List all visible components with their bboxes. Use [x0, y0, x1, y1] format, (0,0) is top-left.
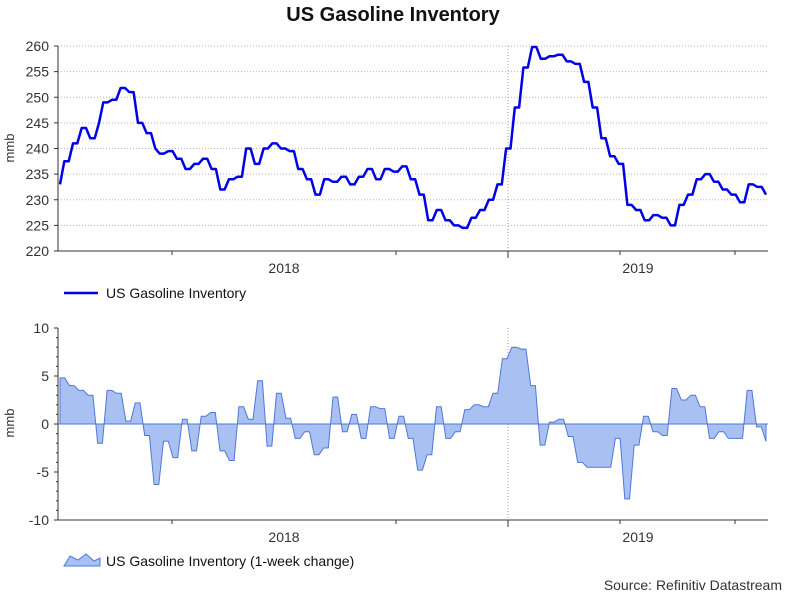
legend-label: US Gasoline Inventory (1-week change): [106, 553, 354, 569]
bottom-legend: US Gasoline Inventory (1-week change): [63, 553, 354, 569]
y-tick-label: 5: [41, 368, 49, 384]
x-tick-label: 2019: [622, 260, 653, 276]
top-y-axis-label: mmb: [2, 134, 17, 163]
y-tick-label: 0: [41, 416, 49, 432]
top-grid: [58, 45, 768, 226]
x-tick-label: 2018: [268, 260, 299, 276]
panel-bottom-area: -10 -5 0 5 10 2018 2019 mmb US Gasoline Inven…: [2, 320, 768, 569]
source-note: Source: Refinitiv Datastream: [604, 577, 782, 593]
top-legend: US Gasoline Inventory: [64, 285, 246, 301]
x-tick-label: 2018: [268, 529, 299, 545]
y-tick-label: 260: [26, 38, 50, 54]
legend-label: US Gasoline Inventory: [106, 285, 246, 301]
y-tick-label: 240: [26, 141, 50, 157]
y-tick-label: 225: [26, 217, 50, 233]
series-area-weekly-change: [59, 346, 767, 500]
x-tick-label: 2019: [622, 529, 653, 545]
top-x-ticks: 2018 2019: [268, 260, 653, 276]
series-line-gasoline-inventory: [58, 45, 768, 230]
bottom-x-ticks: 2018 2019: [268, 529, 653, 545]
y-tick-label: 230: [26, 192, 50, 208]
y-tick-label: -5: [37, 464, 50, 480]
y-tick-label: 10: [33, 320, 49, 336]
bottom-y-axis-label: mmb: [2, 409, 17, 438]
chart-title: US Gasoline Inventory: [286, 4, 500, 26]
y-tick-label: 245: [26, 115, 50, 131]
top-y-ticks: 220 225 230 235 240 245 250 255 260: [26, 38, 58, 259]
y-tick-label: 255: [26, 64, 50, 80]
panel-top-line: 220 225 230 235 240 245 250 255 260 2018 2019 mmb…: [2, 38, 768, 301]
y-tick-label: 220: [26, 243, 50, 259]
legend-area-swatch: [63, 553, 101, 567]
y-tick-label: 250: [26, 89, 50, 105]
y-tick-label: -10: [29, 512, 49, 528]
bottom-y-ticks: -10 -5 0 5 10: [29, 320, 58, 528]
y-tick-label: 235: [26, 166, 50, 182]
